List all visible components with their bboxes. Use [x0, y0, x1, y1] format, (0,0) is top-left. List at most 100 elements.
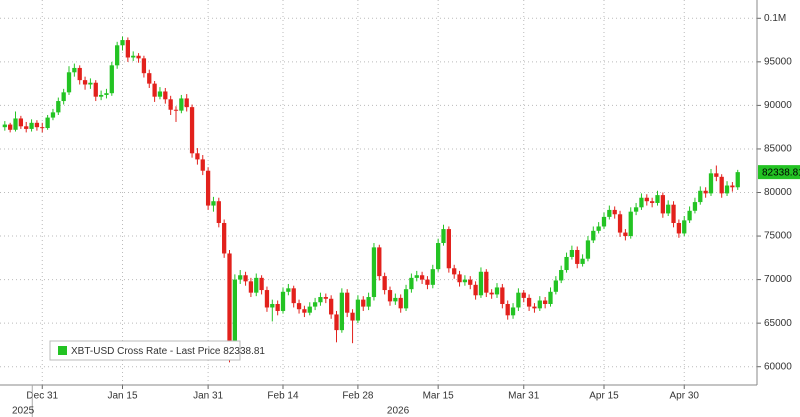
- candle-body: [189, 107, 195, 154]
- candle-body: [607, 209, 612, 217]
- candle-body: [136, 55, 141, 59]
- candle-body: [366, 297, 371, 307]
- candle-body: [355, 299, 361, 321]
- candle-body: [419, 275, 425, 280]
- candle-body: [494, 287, 500, 295]
- candle-body: [302, 309, 307, 313]
- candle-body: [414, 275, 419, 278]
- candle-body: [708, 173, 714, 194]
- y-tick-label: 90000: [764, 100, 792, 111]
- candle-body: [735, 172, 740, 188]
- candle-body: [227, 253, 232, 345]
- candle-body: [639, 197, 644, 208]
- candle-body: [157, 91, 163, 97]
- candle-body: [88, 82, 93, 85]
- candle-body: [350, 312, 355, 321]
- candle-body: [216, 201, 221, 223]
- candle-body: [724, 185, 730, 194]
- candle-body: [505, 303, 510, 316]
- candle-body: [339, 292, 344, 331]
- candle-body: [345, 292, 350, 313]
- candle-body: [484, 271, 489, 293]
- candle-body: [222, 222, 227, 254]
- candle-body: [104, 93, 109, 95]
- candle-body: [254, 277, 259, 293]
- candle-body: [601, 216, 607, 227]
- candle-body: [8, 124, 13, 130]
- candle-body: [387, 290, 393, 302]
- candle-body: [200, 159, 205, 171]
- candle-body: [98, 94, 104, 97]
- candle-body: [280, 291, 286, 311]
- candle-body: [500, 287, 505, 304]
- x-tick-label: Apr 15: [589, 391, 619, 402]
- x-tick-label: Mar 31: [508, 391, 540, 402]
- candle-body: [585, 240, 591, 259]
- y-tick-label: 80000: [764, 187, 792, 198]
- candle-body: [719, 176, 724, 194]
- candle-body: [644, 197, 649, 202]
- candle-body: [125, 40, 131, 58]
- candle-body: [232, 279, 237, 345]
- candle-body: [147, 73, 152, 84]
- x-tick-label: Feb 28: [342, 391, 374, 402]
- candle-body: [682, 220, 687, 234]
- candle-body: [329, 298, 334, 315]
- candle-body: [703, 190, 708, 194]
- candle-body: [77, 67, 82, 81]
- candle-body: [489, 292, 494, 295]
- candle-body: [307, 306, 312, 313]
- candle-body: [66, 72, 72, 93]
- candle-body: [655, 195, 660, 203]
- candle-body: [441, 229, 446, 244]
- y-tick-label: 0.1M: [764, 13, 786, 24]
- candle-body: [29, 122, 34, 129]
- candle-body: [596, 226, 601, 231]
- candle-body: [120, 40, 125, 46]
- candle-body: [34, 122, 40, 128]
- candle-body: [179, 98, 184, 111]
- last-price-label: 82338.81: [762, 167, 800, 178]
- candle-body: [714, 173, 719, 177]
- candle-body: [334, 314, 339, 331]
- candle-body: [377, 247, 382, 277]
- candle-body: [612, 209, 617, 215]
- legend-swatch: [58, 346, 67, 355]
- candle-body: [40, 127, 45, 129]
- candle-body: [398, 297, 403, 309]
- candle-body: [446, 229, 451, 269]
- year-label: 2026: [387, 406, 410, 417]
- candle-body: [436, 243, 441, 270]
- candle-body: [676, 222, 682, 234]
- candle-body: [666, 204, 671, 214]
- candle-body: [184, 98, 189, 108]
- legend-value: 82338.81: [223, 346, 265, 357]
- candle-body: [403, 289, 409, 309]
- candle-body: [275, 303, 280, 311]
- candle-body: [532, 306, 537, 309]
- year-label: 2025: [12, 406, 35, 417]
- candle-body: [564, 256, 569, 271]
- x-tick-label: Mar 15: [423, 391, 455, 402]
- candle-body: [537, 300, 542, 309]
- candle-body: [168, 99, 173, 110]
- candle-body: [243, 275, 248, 282]
- candle-body: [286, 288, 291, 292]
- candle-body: [238, 275, 243, 280]
- candle-body: [323, 297, 328, 299]
- x-tick-label: Jan 15: [107, 391, 137, 402]
- candle-body: [24, 126, 29, 129]
- candle-body: [580, 258, 585, 264]
- x-tick-label: Dec 31: [26, 391, 58, 402]
- candle-body: [650, 201, 655, 203]
- candle-body: [13, 118, 18, 130]
- x-tick-label: Apr 30: [670, 391, 700, 402]
- candle-body: [660, 195, 665, 214]
- candle-body: [687, 210, 692, 221]
- candle-body: [82, 80, 88, 85]
- candle-body: [409, 277, 414, 290]
- candle-body: [553, 280, 558, 292]
- candle-body: [692, 202, 698, 211]
